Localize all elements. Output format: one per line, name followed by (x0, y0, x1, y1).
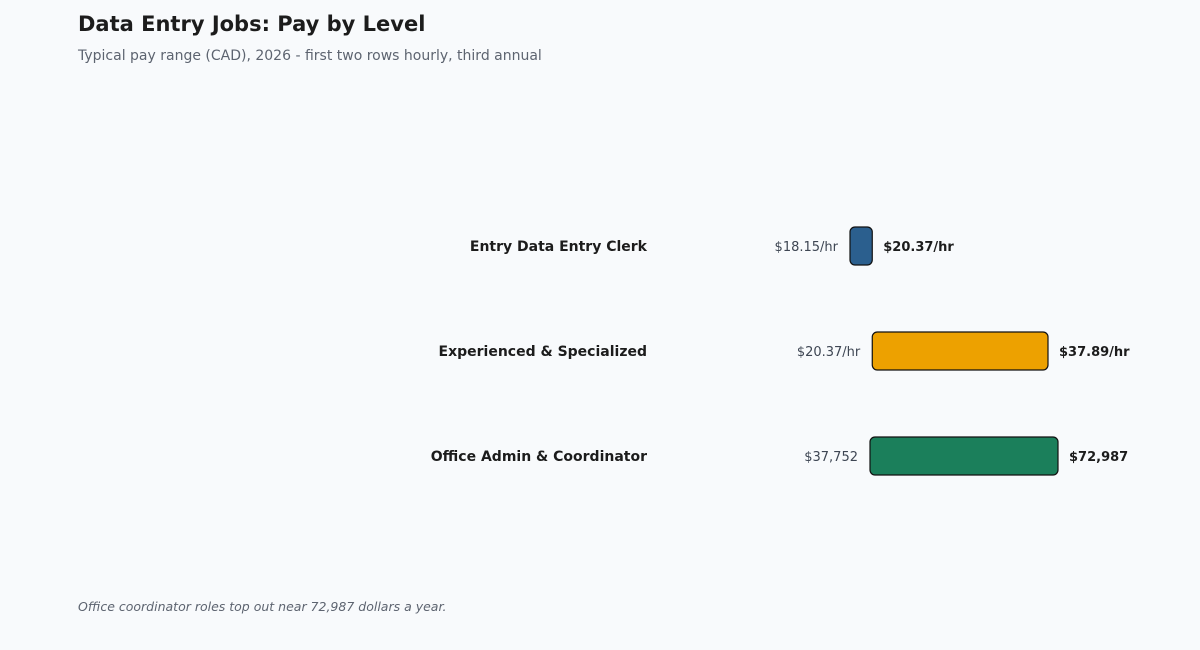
high-value-label: $37.89/hr (1059, 345, 1130, 360)
category-label: Experienced & Specialized (439, 344, 647, 360)
chart-title: Data Entry Jobs: Pay by Level (78, 12, 426, 36)
low-value-label: $37,752 (804, 450, 858, 465)
category-label: Entry Data Entry Clerk (470, 239, 648, 255)
low-value-label: $20.37/hr (797, 345, 861, 360)
range-bar (871, 331, 1049, 371)
chart-row-experienced-specialized: Experienced & Specialized $20.37/hr $37.89… (439, 331, 1130, 371)
chart-row-office-admin-coordinator: Office Admin & Coordinator $37,752 $72,987 (431, 436, 1128, 476)
range-bar (849, 226, 873, 266)
high-value-label: $72,987 (1069, 450, 1128, 465)
category-label: Office Admin & Coordinator (431, 449, 647, 465)
range-bar (869, 436, 1059, 476)
footnote: Office coordinator roles top out near 72… (78, 599, 447, 614)
chart-subtitle: Typical pay range (CAD), 2026 - first tw… (78, 48, 542, 64)
low-value-label: $18.15/hr (775, 240, 839, 255)
chart-row-entry-data-entry-clerk: Entry Data Entry Clerk $18.15/hr $20.37/hr (470, 226, 954, 266)
high-value-label: $20.37/hr (883, 240, 954, 255)
